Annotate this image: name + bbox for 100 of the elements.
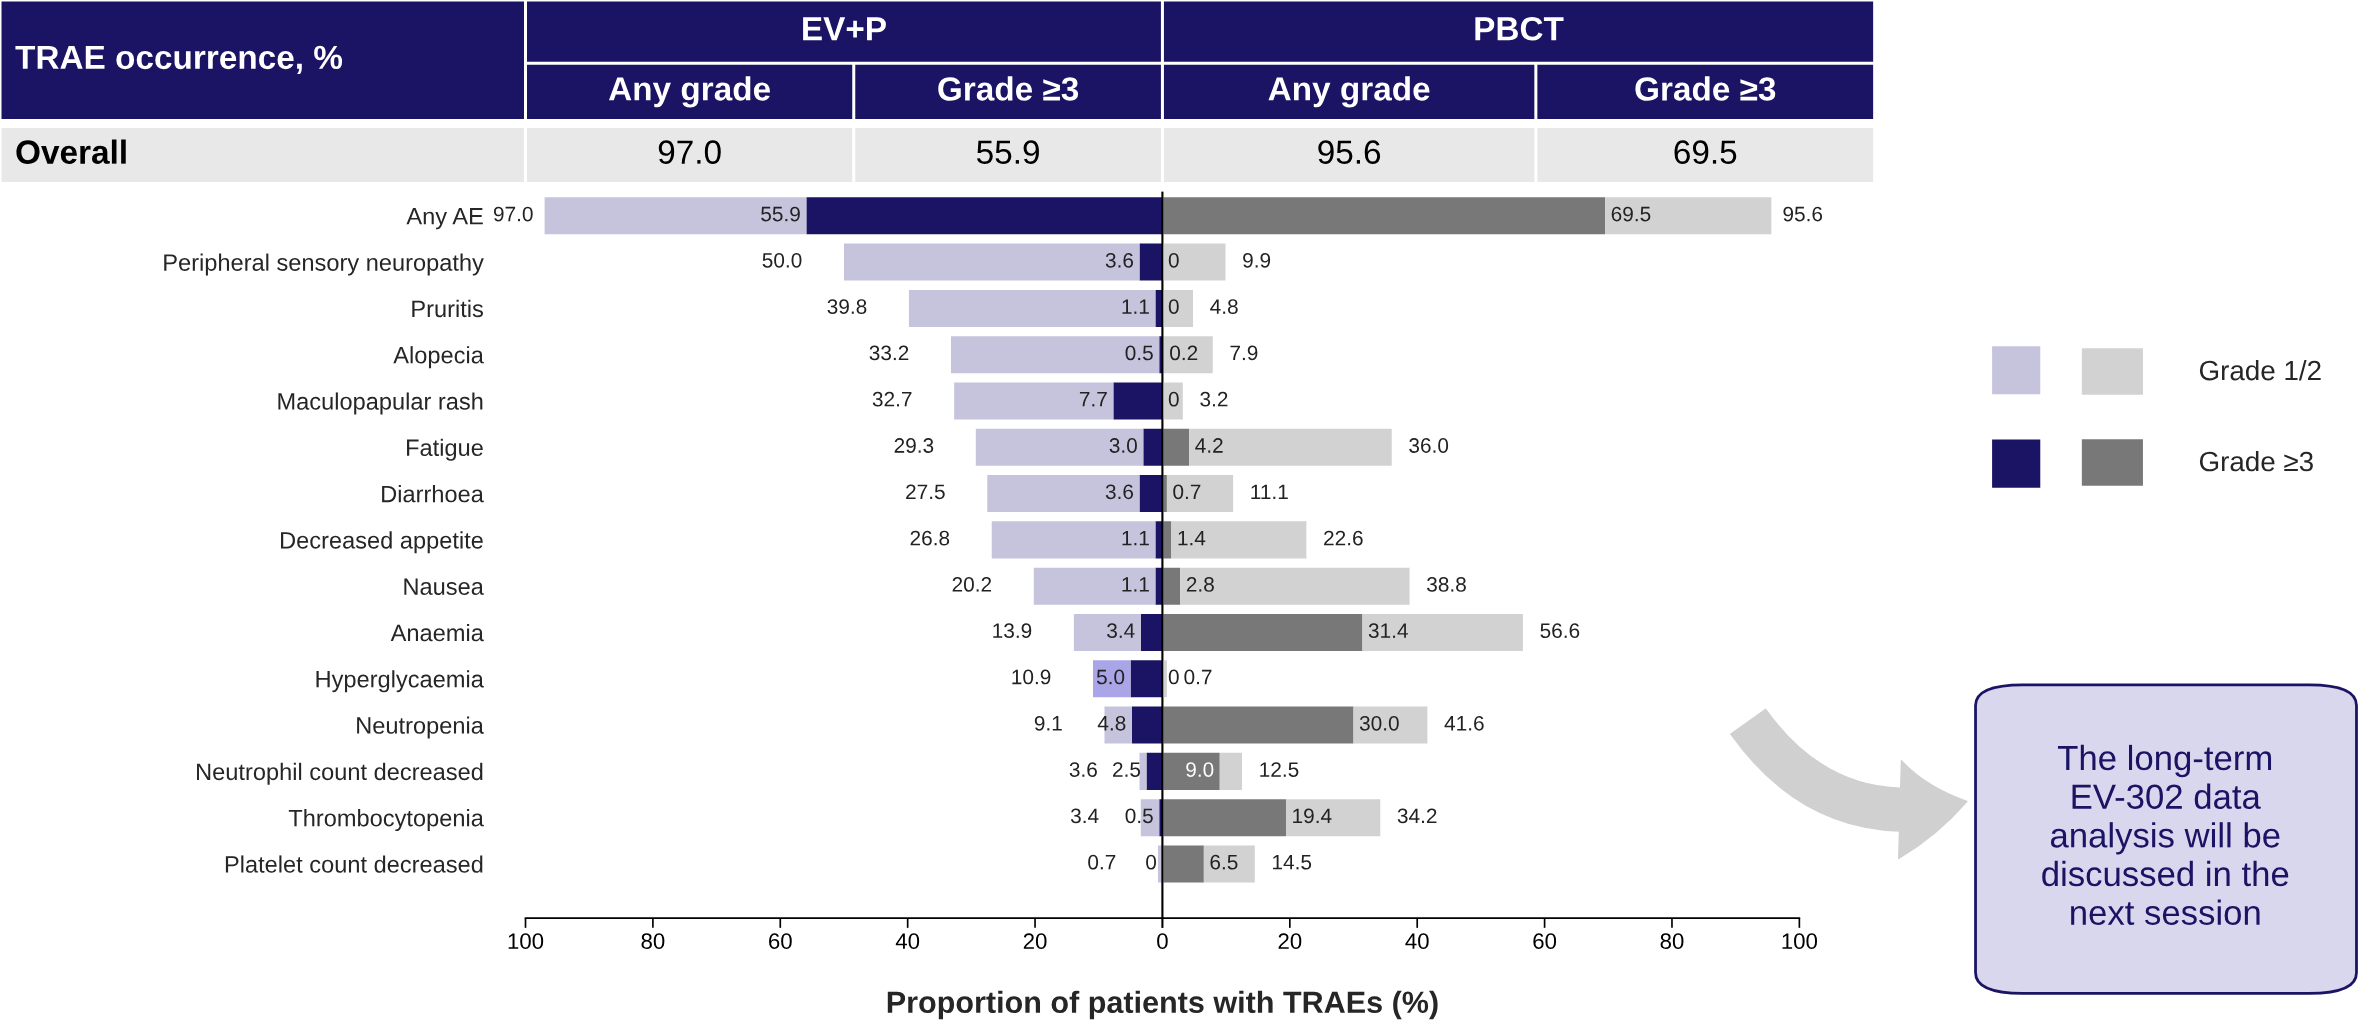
text: Grade ≥3 (1635, 76, 1776, 101)
y-tick-label: Hyperglycaemia (316, 670, 484, 693)
total-label: 33.2 (869, 345, 909, 361)
x-tick-label: 100 (1782, 933, 1818, 950)
data-label: 0 (1168, 391, 1179, 407)
text: Grade ≥3 (938, 76, 1079, 101)
total-label: 26.8 (910, 530, 950, 546)
data-label: 30.0 (1359, 715, 1399, 731)
x-tick-label: 80 (641, 933, 665, 950)
x-tick-label: 40 (1405, 933, 1429, 950)
total-label: 0.7 (1088, 854, 1116, 870)
text: EV+P (803, 17, 886, 41)
total-label: 32.7 (872, 391, 912, 407)
y-tick-label: Decreased appetite (281, 531, 483, 554)
text: Overall (16, 139, 126, 164)
y-tick-label: Thrombocytopenia (288, 809, 484, 832)
total-label: 56.6 (1540, 623, 1580, 639)
total-label: 3.6 (1069, 762, 1097, 777)
total-label: 12.5 (1260, 762, 1299, 777)
total-label: 11.1 (1251, 484, 1288, 499)
data-label: 4.8 (1097, 715, 1126, 731)
legend-label: Grade 1/2 (2199, 359, 2321, 381)
total-label: 36.0 (1409, 438, 1449, 453)
x-tick-label: 60 (769, 933, 792, 950)
data-label: 1.1 (1122, 299, 1149, 314)
y-tick-label: Pruritis (412, 299, 483, 318)
data-label: 0.2 (1170, 345, 1198, 361)
total-label: 95.6 (1783, 206, 1823, 222)
y-tick-label: Fatigue (407, 438, 483, 461)
total-label: 39.8 (827, 299, 867, 314)
data-label: 55.9 (761, 206, 800, 222)
total-label: 34.2 (1397, 808, 1437, 824)
data-label: 0 (1168, 669, 1179, 685)
data-label: 0.7 (1173, 484, 1201, 500)
data-label: 31.4 (1368, 623, 1408, 639)
y-tick-label: Maculopapular rash (278, 392, 483, 415)
y-tick-label: Platelet count decreased (225, 855, 483, 873)
total-label: 4.8 (1210, 299, 1238, 314)
total-label: 50.0 (762, 252, 802, 268)
data-label: 1.1 (1122, 577, 1149, 592)
y-tick-label: Neutropenia (357, 716, 484, 739)
x-tick-label: 0 (1157, 933, 1168, 950)
text: 69.5 (1674, 140, 1737, 164)
y-tick-label: Any AE (406, 208, 483, 230)
data-label: 5.0 (1096, 669, 1125, 685)
y-tick-label: Neutrophil count decreased (197, 762, 483, 785)
total-label: 27.5 (906, 484, 945, 500)
data-label: 6.5 (1210, 854, 1238, 870)
data-label: 9.0 (1186, 762, 1214, 777)
y-tick-label: Diarrhoea (382, 485, 484, 503)
total-label: 41.6 (1444, 715, 1484, 731)
y-tick-label: Anaemia (390, 623, 484, 642)
x-axis-title: Proportion of patients with TRAEs (%) (887, 990, 1438, 1020)
total-label: 38.8 (1427, 577, 1466, 592)
y-tick-label: Nausea (404, 578, 484, 595)
data-label: 2.8 (1186, 577, 1214, 592)
total-label: 9.9 (1243, 252, 1271, 268)
x-tick-label: 80 (1660, 933, 1684, 950)
data-label: 0.5 (1125, 345, 1153, 361)
text: 55.9 (976, 140, 1039, 164)
data-label: 1.4 (1178, 530, 1206, 546)
data-label: 3.6 (1105, 484, 1134, 500)
text: 95.6 (1318, 140, 1381, 164)
text: 97.0 (658, 140, 721, 164)
total-label: 14.5 (1273, 855, 1312, 870)
data-label: 3.4 (1107, 623, 1135, 639)
total-label: 22.6 (1324, 530, 1363, 546)
total-label: 0.7 (1184, 669, 1212, 685)
total-label: 3.4 (1070, 808, 1099, 824)
text: Any grade (608, 76, 770, 108)
text: TRAE occurrence, % (15, 45, 343, 74)
x-tick-label: 100 (508, 933, 544, 950)
data-label: 4.2 (1195, 438, 1223, 453)
total-label: 3.2 (1200, 391, 1228, 407)
text: PBCT (1475, 16, 1564, 41)
data-label: 0 (1146, 854, 1157, 870)
data-label: 1.1 (1122, 530, 1149, 546)
total-label: 9.1 (1034, 715, 1062, 731)
x-tick-label: 20 (1278, 933, 1302, 950)
x-tick-label: 60 (1533, 933, 1557, 950)
data-label: 3.0 (1109, 438, 1137, 453)
total-label: 20.2 (952, 577, 992, 592)
data-label: 0 (1168, 299, 1179, 314)
text: Any grade (1268, 76, 1430, 108)
data-label: 19.4 (1293, 808, 1332, 824)
x-tick-label: 40 (895, 933, 920, 950)
y-tick-label: Peripheral sensory neuropathy (164, 253, 484, 276)
data-label: 0 (1168, 252, 1179, 268)
total-label: 97.0 (493, 206, 533, 222)
data-label: 7.7 (1079, 392, 1107, 407)
total-label: 7.9 (1230, 345, 1258, 361)
y-tick-label: Alopecia (393, 346, 484, 369)
x-tick-label: 20 (1023, 933, 1047, 950)
data-label: 2.5 (1113, 762, 1141, 777)
legend-label: Grade ≥3 (2199, 450, 2313, 472)
data-label: 3.6 (1105, 252, 1134, 268)
total-label: 10.9 (1012, 669, 1051, 685)
data-label: 0.5 (1125, 808, 1153, 824)
data-label: 69.5 (1611, 206, 1651, 222)
total-label: 29.3 (894, 438, 934, 453)
